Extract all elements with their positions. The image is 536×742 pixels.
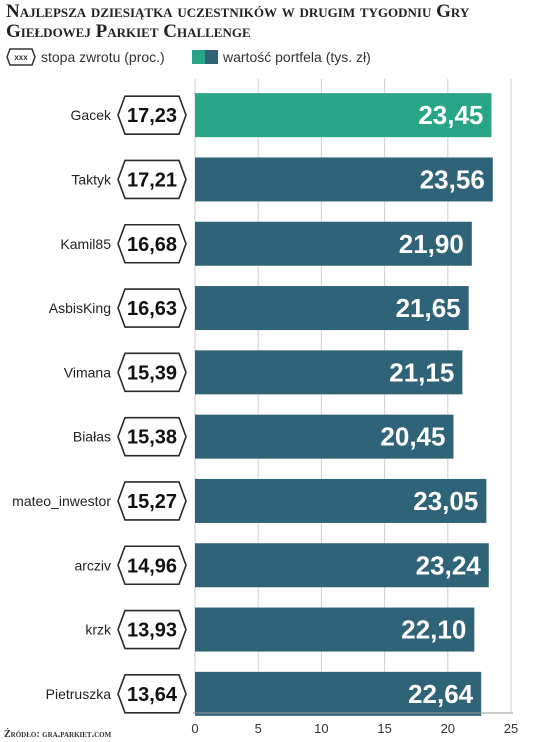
bar — [195, 478, 487, 523]
bar-value-label: 23,24 — [416, 550, 482, 580]
bar-value-label: 23,45 — [418, 100, 483, 130]
x-tick-label: 25 — [504, 721, 518, 736]
legend-rate-label: stopa zwrotu (proc.) — [41, 49, 165, 65]
rate-hexagon — [117, 352, 187, 393]
source-note: Źródło: gra.parkiet.com — [4, 729, 112, 740]
legend-value-label: wartość portfela (tys. zł) — [223, 49, 371, 65]
bar — [195, 221, 472, 266]
category-label: Taktyk — [71, 171, 112, 187]
rate-label: 15,38 — [127, 427, 177, 449]
rate-label: 13,64 — [127, 684, 178, 706]
rate-label: 16,63 — [127, 298, 177, 320]
x-tick-label: 10 — [314, 721, 328, 736]
chart-title: Najlepsza dziesiątka uczestników w drugi… — [6, 1, 470, 42]
legend-item-value: wartość portfela (tys. zł) — [192, 47, 371, 67]
rate-label: 14,96 — [127, 555, 177, 577]
rate-label: 13,93 — [127, 620, 177, 642]
category-label: AsbisKing — [49, 300, 111, 316]
rate-label: 17,23 — [127, 105, 177, 127]
bar-value-label: 21,15 — [389, 357, 454, 387]
bar-value-label: 21,65 — [396, 293, 461, 323]
rate-hexagon — [117, 288, 187, 328]
bar — [195, 93, 492, 138]
bar — [195, 286, 469, 331]
bar-value-label: 23,56 — [420, 164, 485, 194]
bar — [195, 607, 475, 652]
x-tick-label: 15 — [377, 721, 391, 736]
x-tick-label: 20 — [441, 721, 455, 736]
category-label: arcziv — [74, 557, 111, 573]
rate-label: 15,39 — [127, 362, 177, 384]
legend-bar-swatch — [192, 50, 218, 64]
bar — [195, 671, 482, 716]
bar — [195, 157, 493, 202]
bar — [195, 350, 463, 395]
bar — [195, 414, 454, 459]
legend: xxx stopa zwrotu (proc.) wartość portfel… — [6, 47, 530, 67]
legend-item-rate: xxx stopa zwrotu (proc.) — [6, 47, 165, 67]
rate-label: 16,68 — [127, 234, 177, 256]
bar-value-label: 21,90 — [399, 229, 464, 259]
x-tick-label: 5 — [255, 721, 262, 736]
category-label: Białas — [73, 429, 111, 445]
rate-hexagon — [117, 95, 187, 135]
category-label: Gacek — [71, 107, 112, 123]
rate-hexagon — [117, 609, 187, 650]
bar — [195, 543, 489, 588]
category-label: Vimana — [64, 364, 111, 380]
bar-value-label: 22,10 — [401, 615, 466, 645]
rate-hexagon — [117, 481, 187, 521]
category-label: Kamil85 — [60, 236, 111, 252]
category-label: Pietruszka — [46, 686, 112, 702]
rate-hexagon — [117, 545, 187, 586]
bar-value-label: 20,45 — [380, 422, 445, 452]
bar-value-label: 22,64 — [408, 679, 474, 709]
category-label: mateo_inwestor — [12, 493, 111, 509]
x-tick-label: 0 — [191, 721, 198, 736]
rate-label: 17,21 — [127, 169, 177, 191]
rate-label: 15,27 — [127, 491, 177, 513]
rate-hexagon-icon: xxx — [6, 48, 36, 66]
rate-hexagon — [117, 223, 187, 264]
rate-hexagon — [117, 674, 187, 714]
legend-rate-marker: xxx — [14, 53, 28, 62]
rate-hexagon — [117, 416, 187, 457]
bar-value-label: 23,05 — [413, 486, 478, 516]
rate-hexagon — [117, 159, 187, 200]
category-label: krzk — [85, 622, 112, 638]
